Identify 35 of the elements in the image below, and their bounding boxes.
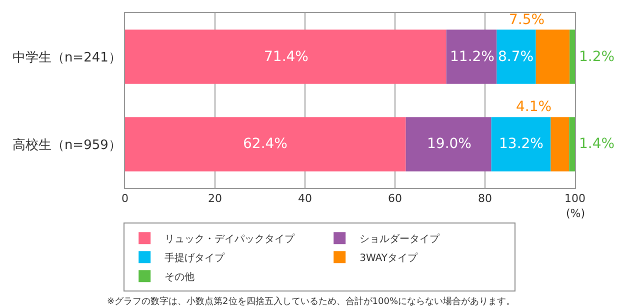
text: ※グラフの数字は、小数点第2位を四捨五入しているため、合計が100%にならない場合があります。 [107, 296, 515, 307]
x-tick-label: 100 [564, 192, 586, 206]
bar [125, 117, 406, 172]
bar [406, 117, 492, 172]
y-tick-label: 高校生（n=959） [12, 136, 122, 153]
legend-label: その他 [164, 270, 195, 283]
data-label: 1.4% [579, 136, 615, 152]
data-label: 1.2% [579, 49, 615, 65]
data-label: 13.2% [499, 136, 544, 152]
x-tick-label: 0 [122, 192, 128, 206]
legend-label: ショルダータイプ [360, 232, 441, 245]
legend-label: リュック・デイパックタイプ [164, 232, 296, 245]
data-label: 7.5% [509, 12, 545, 28]
data-label: 19.0% [427, 136, 472, 152]
bar [536, 30, 570, 84]
bar [446, 30, 497, 84]
data-label: 4.1% [516, 99, 552, 115]
x-tick-label: 60 [388, 192, 402, 206]
data-label: 62.4% [243, 136, 288, 152]
data-label: 71.4% [264, 49, 308, 65]
data-label: 11.2% [450, 49, 494, 65]
x-tick-label: 80 [478, 192, 492, 206]
x-tick-label: 40 [298, 192, 312, 206]
legend-label: 3WAYタイプ [360, 252, 418, 264]
data-label: 8.7% [498, 49, 534, 65]
bar [491, 117, 551, 172]
x-axis-title: (%) [566, 207, 586, 220]
bar [570, 30, 575, 84]
bar [550, 117, 570, 172]
bar [496, 30, 536, 84]
y-tick-label: 中学生（n=241） [12, 50, 122, 66]
bar [125, 30, 446, 84]
x-tick-label: 20 [208, 192, 222, 206]
legend-label: 手提げタイプ [164, 252, 226, 264]
bar [569, 117, 575, 172]
